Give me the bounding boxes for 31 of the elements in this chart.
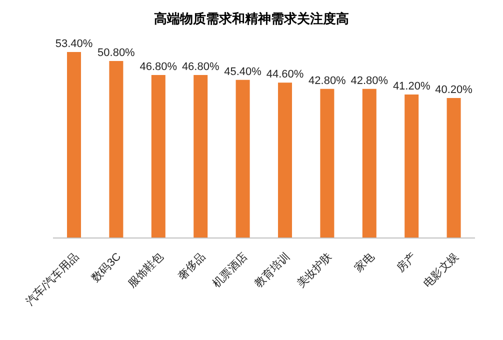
- bar: [320, 88, 334, 238]
- bar: [278, 82, 292, 238]
- bar: [446, 98, 461, 238]
- data-label: 40.20%: [435, 84, 473, 96]
- data-label: 42.80%: [350, 74, 388, 87]
- x-tick-label: 家电: [352, 250, 377, 275]
- bar: [236, 80, 250, 238]
- bar: [194, 74, 208, 238]
- x-tick-label: 服饰鞋包: [125, 250, 166, 290]
- chart-title: 高端物质需求和精神需求关注度高: [153, 10, 350, 28]
- data-label: 41.20%: [392, 80, 430, 92]
- bar: [362, 88, 376, 238]
- bar: [404, 94, 419, 238]
- data-label: 44.60%: [266, 68, 304, 81]
- data-label: 45.40%: [224, 66, 262, 78]
- bar: [151, 74, 166, 238]
- data-label: 53.40%: [55, 38, 93, 50]
- x-tick-label: 数码3C: [90, 250, 124, 285]
- data-label: 46.80%: [140, 60, 178, 73]
- x-tick-label: 汽车/汽车用品: [23, 250, 82, 308]
- x-tick-label: 美妆护肤: [294, 250, 335, 290]
- data-label: 46.80%: [182, 60, 220, 73]
- x-tick-label: 机票酒店: [210, 250, 250, 290]
- bar: [109, 61, 124, 238]
- data-label: 42.80%: [308, 74, 346, 87]
- bar: [67, 52, 81, 238]
- x-tick-label: 奢侈品: [176, 250, 208, 283]
- data-label: 50.80%: [98, 47, 136, 60]
- x-tick-label: 电影文娱: [420, 250, 462, 290]
- x-tick-label: 教育培训: [252, 250, 292, 290]
- x-tick-label: 房产: [394, 250, 419, 275]
